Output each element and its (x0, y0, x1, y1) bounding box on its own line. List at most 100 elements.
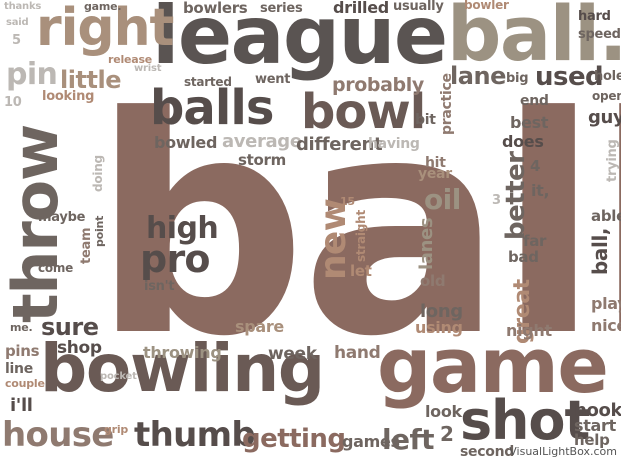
word-bit: bit (415, 112, 436, 128)
word-help: help (574, 431, 610, 449)
word-night: night (506, 321, 552, 340)
word-using: using (415, 318, 463, 337)
word-bad: bad (508, 248, 539, 266)
word-best: best (510, 113, 549, 132)
word-long: long (420, 301, 463, 322)
word-3: 3 (492, 193, 501, 208)
word-ball: ball, (588, 227, 612, 275)
word-looking: looking (42, 89, 95, 104)
word-10: 10 (4, 95, 22, 110)
word-play: play (591, 294, 621, 313)
word-pins: pins (5, 342, 40, 360)
word-started: started (184, 75, 232, 89)
word-open: open (592, 89, 621, 103)
word-series: series (260, 1, 303, 16)
word-start: start (574, 416, 616, 435)
word-point: point (93, 215, 106, 247)
word-bowl: bowl (301, 84, 426, 140)
word-line: line (5, 361, 33, 377)
word-throwing: throwing (143, 343, 222, 362)
word-oil: oil (424, 183, 461, 216)
word-new: new (313, 198, 354, 280)
word-hand: hand (334, 343, 381, 363)
word-old: old (420, 272, 446, 290)
word-come: come (38, 261, 74, 275)
word-high: high (146, 211, 219, 246)
word-far: far (523, 232, 547, 250)
word-used: used (535, 62, 604, 92)
word-league: league (152, 0, 448, 82)
word-practice: practice (439, 73, 455, 135)
word-big: big (506, 71, 529, 86)
word-straight: straight (354, 210, 368, 262)
word-usually: usually (393, 0, 444, 14)
word-week: week (268, 344, 317, 364)
word-balls: balls (150, 80, 274, 136)
word-shop: shop (57, 338, 102, 358)
word-speed: speed (578, 27, 621, 42)
word-hard: hard (578, 9, 611, 24)
word-little: little (60, 66, 122, 94)
word-isn-t: isn't (144, 279, 175, 294)
word-storm: storm (238, 151, 286, 169)
word-couple: couple (5, 377, 45, 390)
word-hook: hook (574, 400, 621, 421)
word-thumb: thumb (134, 415, 256, 455)
word-let: let (350, 262, 372, 280)
word-i-ll: i'll (10, 395, 33, 416)
word-pin: pin (6, 57, 58, 92)
word-having: having (368, 136, 420, 152)
word-game: game (377, 321, 609, 410)
word-wrist: wrist (134, 63, 162, 74)
word-15: 15 (340, 195, 355, 208)
word-guy: guy (588, 107, 621, 128)
word-said: said (6, 17, 29, 28)
word-shot: shot (460, 389, 590, 452)
word-release: release (108, 53, 153, 66)
word-me: me. (10, 321, 33, 334)
word-sure: sure (41, 313, 99, 341)
word-2: 2 (440, 422, 454, 446)
word-it: it, (531, 181, 550, 200)
word-better: better (501, 151, 531, 240)
word-getting: getting (242, 424, 346, 454)
word-hole: hole (594, 69, 621, 84)
word-year: year (418, 166, 452, 182)
word-ball: ball (92, 53, 621, 402)
word-bowling: bowling (40, 330, 325, 407)
word-trying: trying (605, 139, 620, 182)
word-went: went (255, 72, 291, 87)
word-pro: pro (140, 237, 211, 281)
word-games: games (342, 432, 400, 451)
word-team: team (79, 227, 94, 264)
word-different: different (296, 134, 383, 155)
word-spare: spare (235, 317, 284, 336)
word-4: 4 (530, 157, 541, 175)
word-end: end (520, 93, 549, 109)
word-hit: hit (425, 155, 446, 171)
word-grip: grip (104, 423, 129, 436)
word-pocket: pocket (100, 371, 137, 382)
word-drilled: drilled (333, 0, 389, 17)
word-second: second (460, 444, 515, 460)
word-bowlers: bowlers (183, 0, 248, 17)
word-house: house (2, 415, 114, 455)
word-thanks: thanks (4, 1, 42, 12)
word-maybe: maybe (38, 210, 86, 225)
word-bowled: bowled (154, 133, 218, 152)
word-look: look (425, 402, 462, 421)
word-does: does (502, 132, 544, 151)
word-right: right (36, 0, 174, 58)
watermark: VisualLightBox.com (509, 445, 617, 458)
word-able: able (591, 207, 621, 225)
word-left: left (382, 423, 434, 456)
word-5: 5 (12, 33, 21, 48)
word-lanes: lanes (416, 217, 437, 270)
word-bowler: bowler (464, 0, 509, 12)
word-nice: nice (591, 316, 621, 335)
word-ball: ball. (447, 0, 621, 78)
word-doing: doing (91, 155, 105, 192)
word-game: game. (84, 0, 122, 13)
word-lane: lane (450, 62, 506, 90)
